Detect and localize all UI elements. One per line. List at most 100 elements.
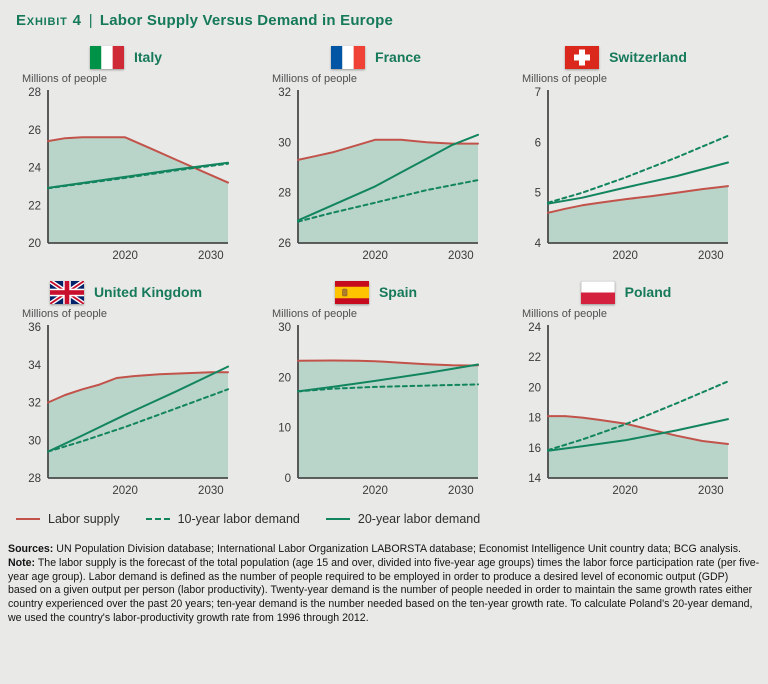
y-tick-label: 26 <box>28 125 41 137</box>
note-paragraph: Note: The labor supply is the forecast o… <box>8 557 760 626</box>
x-tick-label: 2030 <box>698 250 724 262</box>
y-tick-label: 14 <box>528 473 541 485</box>
y-tick-label: 30 <box>28 435 41 447</box>
y-tick-label: 18 <box>528 413 541 425</box>
y-tick-label: 32 <box>278 87 291 99</box>
charts-grid: Italy Millions of people 20 22 24 26 28 2020 2… <box>22 45 768 499</box>
y-tick-label: 26 <box>278 238 291 250</box>
y-tick-label: 28 <box>28 473 41 485</box>
x-tick-label: 2020 <box>112 250 138 262</box>
y-tick-label: 24 <box>28 163 41 175</box>
y-axis-title: Millions of people <box>22 73 107 85</box>
italy-chart: 20 22 24 26 28 2020 2030 <box>28 87 229 262</box>
chart-panel-united-kingdom: United Kingdom Millions of people 28 30 32… <box>22 280 230 499</box>
legend-item-labor-supply: Labor supply <box>16 512 120 526</box>
x-tick-label: 2020 <box>112 485 138 497</box>
note-text: The labor supply is the forecast of the … <box>8 556 760 624</box>
y-tick-label: 0 <box>285 473 291 485</box>
chart-panel-italy: Italy Millions of people 20 22 24 26 28 2020 2… <box>22 45 230 264</box>
y-tick-label: 22 <box>28 200 41 212</box>
france-flag-icon <box>331 45 366 69</box>
france-chart: 26 28 30 32 2020 2030 <box>278 87 479 262</box>
y-axis-title: Millions of people <box>522 73 607 85</box>
country-name: United Kingdom <box>93 284 203 300</box>
panel-header: Poland <box>522 280 730 304</box>
page-title: Exhibit 4 | Labor Supply Versus Demand in … <box>0 0 768 29</box>
panel-header: France <box>272 45 480 69</box>
x-tick-label: 2030 <box>198 250 224 262</box>
united-kingdom-flag-icon <box>49 280 84 304</box>
x-tick-label: 2030 <box>698 485 724 497</box>
country-name: France <box>375 49 421 65</box>
y-axis-title: Millions of people <box>522 308 607 320</box>
y-tick-label: 16 <box>528 443 541 455</box>
italy-flag-icon <box>89 45 124 69</box>
country-name: Spain <box>378 284 418 300</box>
labor-supply-line <box>547 415 729 445</box>
legend-item-20-year-demand: 20-year labor demand <box>325 512 481 526</box>
10-year-labor-demand-line <box>297 179 479 223</box>
legend-label: Labor supply <box>48 512 120 526</box>
x-tick-label: 2030 <box>448 485 474 497</box>
10-year-labor-demand-line <box>547 380 729 452</box>
y-tick-label: 4 <box>535 238 542 250</box>
x-tick-label: 2020 <box>362 250 388 262</box>
supply-area-fill <box>48 372 228 478</box>
x-tick-label: 2020 <box>362 485 388 497</box>
country-name: Poland <box>624 284 672 300</box>
y-tick-label: 36 <box>28 322 41 334</box>
ten-year-demand-line-swatch <box>145 518 170 520</box>
chart-panel-spain: Spain Millions of people 0 10 20 30 2020 2030 <box>272 280 480 499</box>
country-name: Switzerland <box>609 49 687 65</box>
twenty-year-demand-line-swatch <box>325 518 350 520</box>
labor-supply-line-swatch <box>16 518 40 520</box>
labor-supply-line <box>297 359 479 367</box>
labor-supply-line <box>547 185 729 214</box>
country-name: Italy <box>133 49 162 65</box>
title-separator: | <box>88 12 93 29</box>
y-axis-title: Millions of people <box>272 73 357 85</box>
legend-label: 20-year labor demand <box>357 512 481 526</box>
20-year-labor-demand-line <box>47 161 229 189</box>
spain-flag-icon <box>334 280 369 304</box>
y-tick-label: 22 <box>528 352 541 364</box>
y-tick-label: 20 <box>28 238 41 250</box>
y-axis-title: Millions of people <box>22 308 107 320</box>
supply-area-fill <box>298 139 478 243</box>
supply-area-fill <box>548 416 728 478</box>
20-year-labor-demand-line <box>297 133 479 222</box>
x-tick-label: 2030 <box>198 485 224 497</box>
labor-supply-line <box>47 371 229 404</box>
20-year-labor-demand-line <box>547 161 729 205</box>
exhibit-number: Exhibit 4 <box>16 12 82 29</box>
panel-header: Spain <box>272 280 480 304</box>
note-label: Note: <box>8 556 36 569</box>
10-year-labor-demand-line <box>547 134 729 204</box>
y-tick-label: 24 <box>528 322 541 334</box>
y-tick-label: 20 <box>278 372 291 384</box>
panel-header: Switzerland <box>522 45 730 69</box>
x-tick-label: 2020 <box>612 485 638 497</box>
footer-notes: Sources: UN Population Division database… <box>8 543 760 626</box>
y-tick-label: 5 <box>535 188 541 200</box>
y-axis-title: Millions of people <box>272 308 357 320</box>
20-year-labor-demand-line <box>47 365 229 453</box>
10-year-labor-demand-line <box>47 388 229 453</box>
poland-flag-icon <box>580 280 615 304</box>
chart-panel-switzerland: Switzerland Millions of people 4 5 6 7 2020 2… <box>522 45 730 264</box>
20-year-labor-demand-line <box>297 363 479 393</box>
y-tick-label: 20 <box>528 382 541 394</box>
y-tick-label: 32 <box>28 398 41 410</box>
supply-area-fill <box>298 360 478 478</box>
sources-text: UN Population Division database; Interna… <box>53 543 741 555</box>
legend-item-10-year-demand: 10-year labor demand <box>145 512 300 526</box>
chart-panel-france: France Millions of people 26 28 30 32 2020 20… <box>272 45 480 264</box>
panel-header: United Kingdom <box>22 280 230 304</box>
sources-paragraph: Sources: UN Population Division database… <box>8 543 760 557</box>
legend-label: 10-year labor demand <box>177 512 300 526</box>
y-tick-label: 28 <box>278 188 291 200</box>
switzerland-flag-icon <box>565 45 600 69</box>
sources-label: Sources: <box>8 543 54 555</box>
